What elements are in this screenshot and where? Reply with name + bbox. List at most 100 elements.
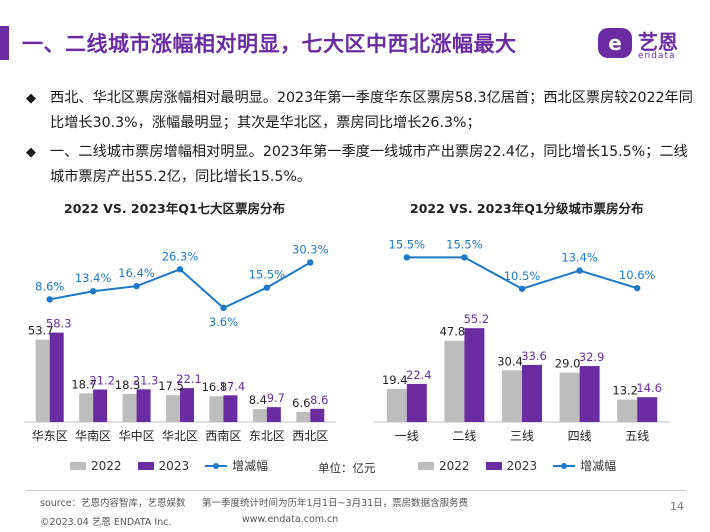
unit-label: 单位：亿元 xyxy=(318,461,376,475)
growth-point xyxy=(576,267,583,274)
growth-label: 26.3% xyxy=(162,249,199,263)
legend-label-growth: 增减幅 xyxy=(232,459,269,473)
copyright-text: ©2023.04 艺恩 ENDATA Inc. xyxy=(40,517,172,528)
bar-label-2023: 33.6 xyxy=(521,349,547,363)
growth-label: 16.4% xyxy=(118,266,155,280)
bar-2022 xyxy=(559,372,580,422)
bar-2022 xyxy=(252,409,267,422)
bar-2023 xyxy=(464,328,485,422)
bar-2022 xyxy=(166,395,180,422)
legend-label-2023: 2023 xyxy=(158,458,190,473)
bar-label-2023: 21.3 xyxy=(133,373,159,387)
bar-2023 xyxy=(406,383,427,422)
bar-2023 xyxy=(93,389,108,422)
growth-label: 15.5% xyxy=(249,268,286,282)
growth-label: 10.5% xyxy=(504,269,541,283)
bar-2023 xyxy=(223,395,238,422)
footer-divider xyxy=(26,490,686,491)
bullet-text: 西北、华北区票房涨幅相对最明显。2023年第一季度华东区票房58.3亿居首；西北… xyxy=(50,90,693,131)
growth-label: 13.4% xyxy=(561,251,598,265)
category-tick-label: 西南区 xyxy=(205,428,241,443)
growth-label: 13.4% xyxy=(75,271,112,285)
bar-label-2023: 22.4 xyxy=(406,368,432,382)
footnote-text: 第一季度统计时间为历年1月1日~3月31日，票房数据含服务费 xyxy=(202,498,469,509)
growth-label: 30.3% xyxy=(292,242,329,256)
region-chart-svg: 53.758.3 华东区 18.721.2 华南区 18.321.3 华中区 17.522.… xyxy=(24,242,336,443)
bar-2022 xyxy=(79,393,94,422)
logo-badge: e xyxy=(598,28,632,58)
bar-2022 xyxy=(502,370,522,422)
bar-label-2022: 19.4 xyxy=(382,373,408,387)
bar-2023 xyxy=(49,332,64,422)
bar-label-2023: 55.2 xyxy=(464,312,490,326)
bar-label-2022: 6.6 xyxy=(292,396,310,410)
bar-label-2023: 32.9 xyxy=(579,350,605,364)
growth-point xyxy=(518,285,526,292)
growth-label: 15.5% xyxy=(446,237,483,251)
category-tick-label: 华北区 xyxy=(162,429,198,443)
summary-bullets: ◆ 西北、华北区票房涨幅相对最明显。2023年第一季度华东区票房58.3亿居首；… xyxy=(24,86,696,194)
growth-label: 8.6% xyxy=(35,279,64,293)
bar-2022 xyxy=(296,411,311,422)
category-tick-label: 四线 xyxy=(568,429,592,443)
chart-title: 2022 VS. 2023年Q1七大区票房分布 xyxy=(64,201,286,216)
category-tick-label: 二线 xyxy=(452,429,476,443)
bar-label-2022: 16.8 xyxy=(202,380,228,394)
bar-2023 xyxy=(579,366,600,422)
category-tick-label: 五线 xyxy=(625,429,649,443)
bar-label-2023: 14.6 xyxy=(636,381,662,395)
bar-2022 xyxy=(35,339,50,422)
bar-label-2022: 29.0 xyxy=(555,357,581,371)
bar-label-2022: 17.5 xyxy=(158,379,184,393)
source-text: source：艺恩内容智库，艺恩娱数 xyxy=(40,498,186,509)
category-tick-label: 华中区 xyxy=(119,428,155,443)
legend-swatch-2022 xyxy=(70,461,86,470)
bar-2023 xyxy=(180,388,194,422)
bar-2022 xyxy=(209,396,224,422)
bar-2023 xyxy=(136,389,151,422)
growth-point xyxy=(220,304,227,312)
bar-label-2022: 18.7 xyxy=(71,377,97,391)
page-title: 一、二线城市涨幅相对明显，七大区中西北涨幅最大 xyxy=(22,32,517,56)
bar-label-2023: 8.6 xyxy=(310,393,328,407)
growth-point xyxy=(89,288,97,295)
bar-label-2022: 8.4 xyxy=(249,393,267,407)
bar-2023 xyxy=(266,407,281,422)
growth-point xyxy=(307,259,314,266)
legend-line-marker-icon xyxy=(553,461,576,471)
bullet-text: 一、二线城市票房增幅相对明显。2023年第一季度一线城市产出票房22.4亿，同比… xyxy=(50,144,688,185)
growth-point xyxy=(634,284,641,292)
category-tick-label: 一线 xyxy=(395,429,419,443)
bar-label-2023: 58.3 xyxy=(46,317,72,331)
left-chart-legend: 2022 2023 增减幅 xyxy=(70,457,284,474)
chart-title: 2022 VS. 2023年Q1分级城市票房分布 xyxy=(410,201,644,216)
city-tier-boxoffice-chart: 2022 VS. 2023年Q1分级城市票房分布 19.4 22.4 一线 47.8 5… xyxy=(370,198,690,458)
growth-label: 10.6% xyxy=(619,268,656,282)
bar-label-2023: 21.2 xyxy=(89,373,115,387)
growth-point xyxy=(46,296,53,303)
diamond-bullet-icon: ◆ xyxy=(26,91,36,106)
category-tick-label: 西北区 xyxy=(292,429,328,443)
bar-label-2022: 30.4 xyxy=(497,354,523,368)
category-tick-label: 华南区 xyxy=(75,428,111,443)
logo-en-text: endata xyxy=(638,51,676,61)
legend-swatch-2022 xyxy=(418,461,434,470)
title-accent-bar xyxy=(0,26,9,60)
bar-label-2022: 53.7 xyxy=(28,324,54,338)
bar-2023 xyxy=(522,364,542,422)
bar-2022 xyxy=(617,399,638,422)
website-link[interactable]: www.endata.com.cn xyxy=(242,514,339,525)
growth-point xyxy=(263,284,271,291)
growth-point xyxy=(461,254,468,261)
legend-label-2022: 2022 xyxy=(91,458,122,473)
category-tick-label: 华东区 xyxy=(32,429,68,443)
page-number: 14 xyxy=(670,500,684,513)
legend-label-2023: 2023 xyxy=(506,458,538,473)
bar-2022 xyxy=(386,389,407,422)
city-tier-chart-svg: 19.422.4 一线 47.855.2 二线 30.433.6 三线 29.032.9 四线… xyxy=(374,237,670,443)
logo-cn-text: 艺恩 xyxy=(638,30,678,54)
bar-2022 xyxy=(444,340,465,422)
legend-line-marker-icon xyxy=(205,461,228,471)
bar-label-2022: 13.2 xyxy=(612,384,638,398)
bullet-item: ◆ 西北、华北区票房涨幅相对最明显。2023年第一季度华东区票房58.3亿居首；… xyxy=(24,86,696,136)
